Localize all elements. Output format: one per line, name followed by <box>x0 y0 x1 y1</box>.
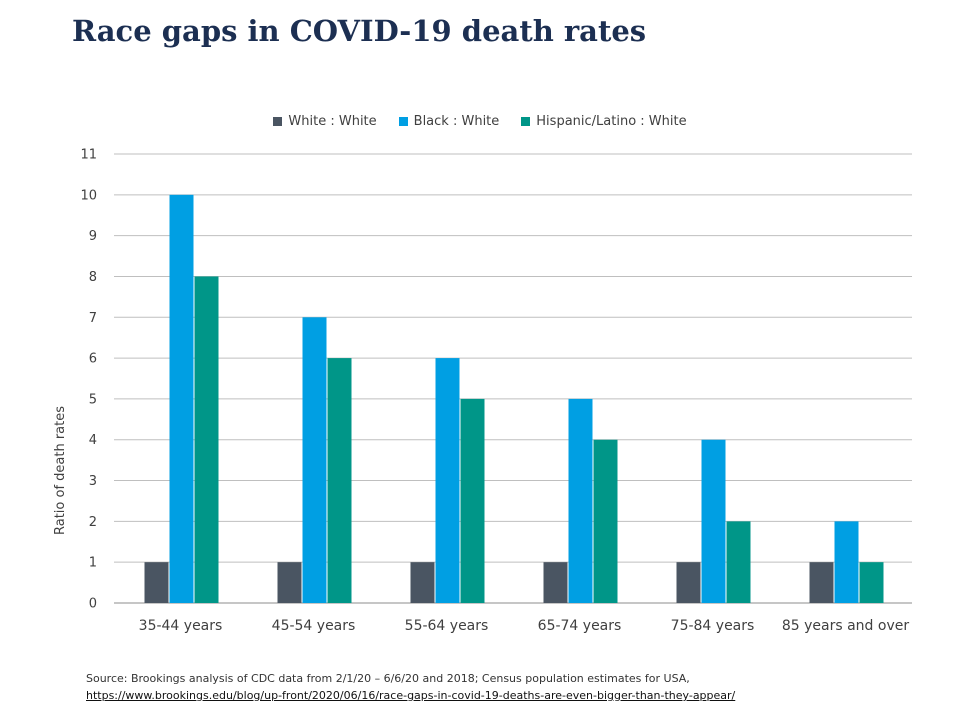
bar <box>834 521 859 603</box>
y-tick-label: 4 <box>89 433 97 448</box>
y-tick-label: 9 <box>89 229 97 244</box>
legend-item: Hispanic/Latino : White <box>521 114 687 129</box>
bar <box>726 521 751 603</box>
legend-swatch <box>273 117 283 126</box>
y-tick-label: 6 <box>89 352 97 367</box>
y-tick-label: 8 <box>89 270 97 285</box>
chart-title: Race gaps in COVID-19 death rates <box>72 14 647 48</box>
x-tick-label: 55-64 years <box>405 618 489 634</box>
legend-item: Black : White <box>398 114 500 129</box>
y-tick-label: 7 <box>89 311 97 326</box>
bar <box>144 562 169 603</box>
legend-label: Black : White <box>413 114 500 129</box>
x-tick-label: 65-74 years <box>538 618 622 634</box>
bar <box>593 439 618 603</box>
legend-item: White : White <box>273 114 377 129</box>
bar <box>568 398 593 603</box>
y-tick-label: 5 <box>89 392 97 407</box>
x-tick-label: 45-54 years <box>272 618 356 634</box>
bar <box>543 562 568 603</box>
source-note: Source: Brookings analysis of CDC data f… <box>86 670 735 704</box>
bar <box>676 562 701 603</box>
x-tick-label: 75-84 years <box>671 618 755 634</box>
y-tick-label: 3 <box>89 474 97 489</box>
legend-label: Hispanic/Latino : White <box>536 114 687 129</box>
y-tick-label: 10 <box>80 188 97 203</box>
bar <box>859 562 884 603</box>
legend-swatch <box>521 117 531 126</box>
legend-label: White : White <box>288 114 377 129</box>
bar <box>277 562 302 603</box>
y-tick-label: 1 <box>89 556 97 571</box>
source-text: Source: Brookings analysis of CDC data f… <box>86 672 690 685</box>
bar <box>410 562 435 603</box>
bar <box>302 317 327 603</box>
y-axis-label: Ratio of death rates <box>53 406 68 535</box>
bar <box>701 439 726 603</box>
y-tick-label: 0 <box>89 597 97 612</box>
bar <box>194 276 219 603</box>
x-tick-label: 35-44 years <box>139 618 223 634</box>
x-tick-label: 85 years and over <box>782 618 909 634</box>
bar <box>327 358 352 603</box>
bar <box>169 194 194 603</box>
legend-swatch <box>398 117 408 126</box>
source-link[interactable]: https://www.brookings.edu/blog/up-front/… <box>86 689 736 702</box>
chart-legend: White : White Black : White Hispanic/Latin… <box>0 114 960 129</box>
y-tick-label: 2 <box>89 515 97 530</box>
y-tick-label: 11 <box>80 148 97 163</box>
bar <box>809 562 834 603</box>
bar <box>435 358 460 603</box>
bar <box>460 398 485 603</box>
